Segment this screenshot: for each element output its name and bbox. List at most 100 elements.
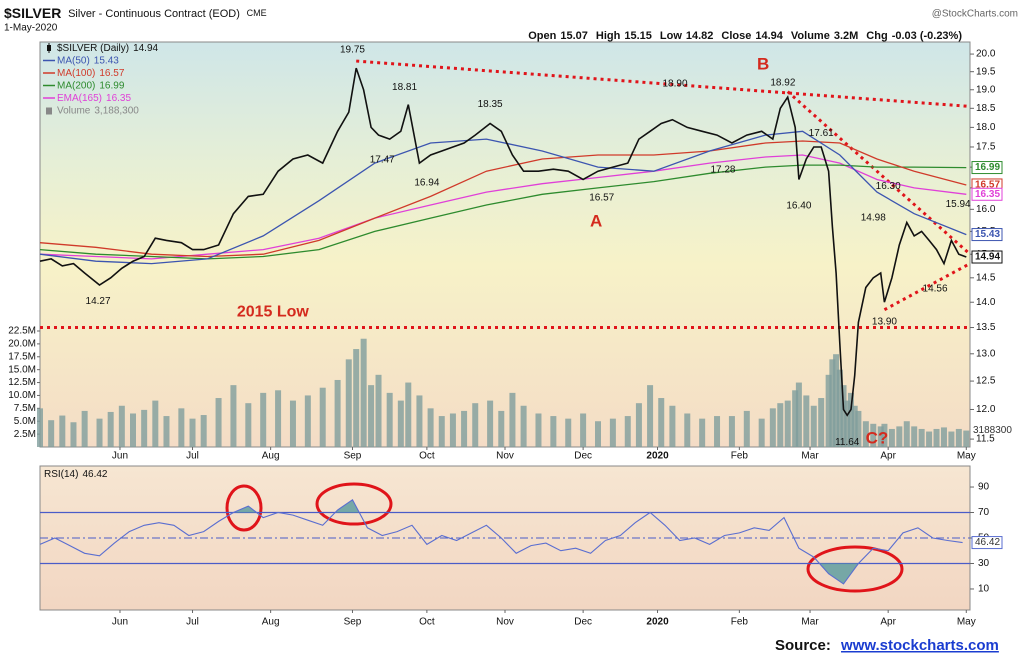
y-tick-label: 19.0 (976, 84, 996, 95)
trendline (356, 59, 971, 108)
rsi-value: 46.42 (82, 469, 107, 480)
volume-bar (449, 413, 456, 447)
x-tick-label: Mar (801, 451, 819, 462)
legend-entry: MA(50) 15.43 (57, 55, 119, 66)
source-label: Source: (775, 637, 831, 654)
volume-bar (829, 359, 836, 447)
volume-bar (37, 408, 43, 447)
volume-bar (769, 408, 776, 447)
volume-bar (851, 405, 858, 447)
volume-bar (70, 422, 77, 447)
volume-bar (334, 379, 341, 447)
volume-bar (427, 408, 434, 447)
volume-bar (230, 385, 237, 447)
trendline (883, 262, 971, 312)
highlight-ellipse (806, 545, 904, 593)
rsi-x-tick-label: Sep (344, 617, 362, 628)
rsi-last-label: 46.42 (975, 537, 1000, 548)
x-tick-label: Oct (419, 451, 435, 462)
volume-bar (699, 418, 706, 447)
annotation: 16.94 (414, 178, 439, 189)
annotation: C? (866, 429, 889, 448)
volume-bar (825, 374, 832, 447)
source-link[interactable]: www.stockcharts.com (840, 637, 999, 654)
legend-name: Volume (57, 105, 91, 116)
volume-bar (368, 385, 375, 447)
annotation: B (757, 54, 769, 73)
last-value-label: 14.94 (975, 252, 1000, 263)
x-tick-label: Aug (262, 451, 280, 462)
annotation: 17.28 (710, 165, 735, 176)
annotation: 18.92 (770, 77, 795, 88)
volume-bar (48, 420, 55, 447)
volume-bar (189, 418, 196, 447)
volume-bar (963, 430, 970, 447)
volume-bar (96, 418, 103, 447)
volume-bar (178, 408, 185, 447)
volume-bar (743, 410, 750, 447)
x-tick-label: May (957, 451, 976, 462)
volume-bar (870, 423, 877, 447)
annotation: 18.81 (392, 82, 417, 93)
volume-bar (595, 421, 601, 447)
y-tick-label: 18.5 (976, 103, 996, 114)
credit: @StockCharts.com (932, 9, 1018, 20)
volume-bar (461, 410, 468, 447)
quote-label: High (596, 30, 621, 42)
x-tick-label: Jun (112, 451, 128, 462)
volume-bar (888, 428, 895, 447)
legend-entry: MA(200) 16.99 (57, 80, 125, 91)
volume-bar (289, 400, 296, 447)
annotation: A (590, 212, 602, 231)
moving-average (39, 154, 967, 260)
volume-bar (152, 400, 159, 447)
annotation: 18.35 (478, 99, 503, 110)
rsi-x-tick-label: May (957, 617, 976, 628)
last-value-label: 16.57 (975, 180, 1000, 191)
x-tick-label: Jul (186, 451, 199, 462)
volume-bar (758, 418, 765, 447)
volume-bar (520, 405, 527, 447)
y-tick-label: 14.0 (976, 297, 996, 308)
volume-bar (795, 382, 802, 447)
volume-bar (833, 354, 840, 447)
volume-bar (911, 426, 918, 447)
x-tick-label: Nov (496, 451, 514, 462)
volume-bar (684, 413, 691, 447)
quote-value: 14.82 (686, 30, 714, 42)
quote: Open 15.07 High 15.15 Low 14.82 Close 14.94 Volu… (528, 30, 962, 42)
annotation: 14.27 (86, 296, 111, 307)
annotation: 14.98 (861, 213, 886, 224)
legend-swatch (47, 45, 51, 51)
volume-bar (275, 390, 282, 447)
y-tick-label: 12.0 (976, 404, 996, 415)
volume-bar (360, 338, 367, 447)
legend-entry: $SILVER (Daily) 14.94 (57, 43, 159, 54)
volume-bar (59, 415, 66, 447)
annotation: 16.57 (589, 193, 614, 204)
instrument-name: Silver - Continuous Contract (EOD) (68, 8, 240, 20)
volume-bar (844, 400, 851, 447)
volume-bar (877, 426, 884, 447)
volume-bar (319, 387, 326, 447)
annotation: 14.56 (923, 284, 948, 295)
rsi-x-tick-label: Oct (419, 617, 435, 628)
last-value-tag (971, 228, 1003, 242)
price-panel (39, 41, 971, 448)
volume-bar (903, 421, 910, 447)
volume-bar (862, 421, 869, 447)
y-tick-label: 13.0 (976, 348, 996, 359)
volume-bar (416, 395, 423, 447)
volume-bar (840, 385, 847, 447)
quote-value: 3.2M (834, 30, 858, 42)
legend-name: MA(50) (57, 55, 90, 66)
quote-label: Open (528, 30, 556, 42)
legend-name: MA(200) (57, 80, 95, 91)
volume-tick-label: 12.5M (8, 377, 36, 388)
volume-bar (215, 398, 222, 447)
volume-bar (855, 410, 862, 447)
volume-bar (926, 431, 933, 447)
volume-bar (810, 405, 817, 447)
volume-bar (792, 390, 799, 447)
y-tick-label: 18.0 (976, 122, 996, 133)
